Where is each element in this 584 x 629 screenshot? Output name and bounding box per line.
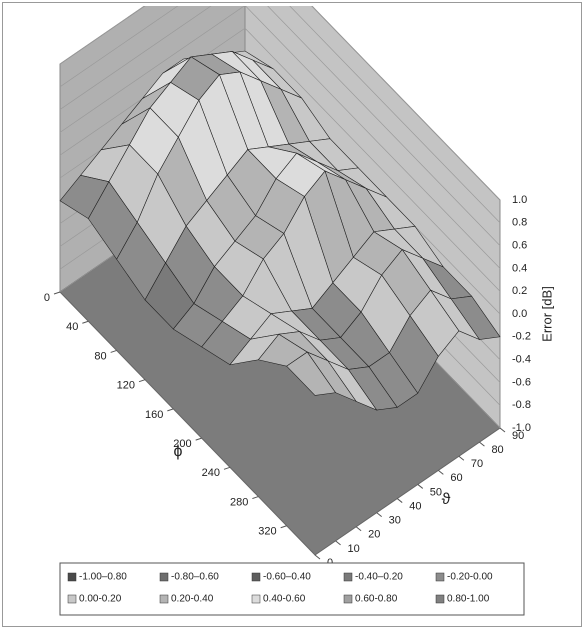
legend: -1.00–0.80 -0.80–0.60 -0.60–0.40 -0.40–0.20… [67,572,493,605]
x-tick-label: 240 [202,467,220,479]
x-tick-label: 120 [117,380,135,392]
y-tick [355,526,362,532]
legend-label: 0.00-0.20 [79,594,122,605]
legend-swatch [159,572,169,582]
z-tick-label: -0.6 [512,376,531,388]
legend-label: 0.60-0.80 [355,594,398,605]
legend-swatch [251,594,261,604]
legend-swatch [67,594,77,604]
y-tick [438,469,444,475]
x-tick [280,525,287,529]
legend-swatch [435,572,445,582]
y-tick-label: 70 [471,458,483,470]
legend-swatch [343,572,353,582]
y-tick [314,554,321,560]
z-tick-label: -0.4 [512,354,531,366]
z-tick-label: -0.2 [512,331,531,343]
y-tick [499,427,506,433]
grid-line [59,6,501,224]
z-tick-label: 0.8 [512,217,527,229]
x-tick [223,466,231,470]
legend-swatch [343,594,353,604]
x-tick [252,496,259,500]
legend-label: -1.00–0.80 [79,572,127,583]
z-tick-label: 1.0 [512,194,527,206]
x-tick [110,349,117,353]
y-tick [417,484,424,489]
z-axis-title: Error [dB] [539,286,554,342]
z-tick-label: -1.0 [512,422,531,434]
axes: -1.0 -0.8 -0.6 -0.4 -0.2 0.0 0.2 0.4 0.6 0.8 1.0 0 4… [44,194,531,569]
y-tick-label: 60 [450,472,462,484]
z-tick-label: 0.4 [512,262,527,274]
x-tick-label: 40 [66,321,78,333]
y-tick [376,512,382,518]
x-tick-label: 160 [145,409,163,421]
legend-label: 0.20-0.40 [171,594,214,605]
legend-box [59,562,525,616]
legend-label: -0.80–0.60 [171,572,219,583]
legend-label: 0.80-1.00 [447,594,490,605]
x-tick-label: 80 [94,350,106,362]
plot-area [59,6,501,556]
x-tick-label: 0 [44,292,50,304]
surface-cell [286,351,337,396]
x-tick-label: 320 [258,526,276,538]
y-tick-label: 20 [368,529,380,541]
legend-label: -0.60–0.40 [263,572,311,583]
z-tick-label: 0.2 [512,285,527,297]
y-tick-label: 40 [409,500,421,512]
legend-swatch [435,594,445,604]
y-tick-label: 30 [389,515,401,527]
y-tick [396,498,403,503]
z-tick-label: 0.6 [512,240,527,252]
y-tick-label: 80 [491,444,503,456]
grid-line [59,6,501,246]
y-tick [335,540,341,546]
grid-line [59,6,501,201]
y-tick-label: 90 [512,430,524,442]
x-tick [138,379,146,383]
grid-line [59,6,501,269]
x-tick [82,320,89,324]
x-tick [167,408,174,412]
grid-line [59,27,501,292]
x-tick [195,437,202,441]
x-axis-title: ϕ [174,443,183,460]
legend-label: -0.20-0.00 [447,572,493,583]
y-tick [458,455,465,461]
legend-label: -0.40–0.20 [355,572,403,583]
legend-swatch [251,572,261,582]
z-tick-label: 0.0 [512,308,527,320]
y-tick [479,441,485,447]
y-tick-label: 50 [430,486,442,498]
legend-swatch [67,572,77,582]
legend-swatch [159,594,169,604]
y-axis-title: ϑ [442,491,451,508]
legend-label: 0.40-0.60 [263,594,306,605]
x-tick-label: 200 [173,438,191,450]
x-tick [53,291,61,295]
z-tick-label: -0.8 [512,399,531,411]
y-tick-label: 10 [348,543,360,555]
x-tick-label: 280 [230,496,248,508]
